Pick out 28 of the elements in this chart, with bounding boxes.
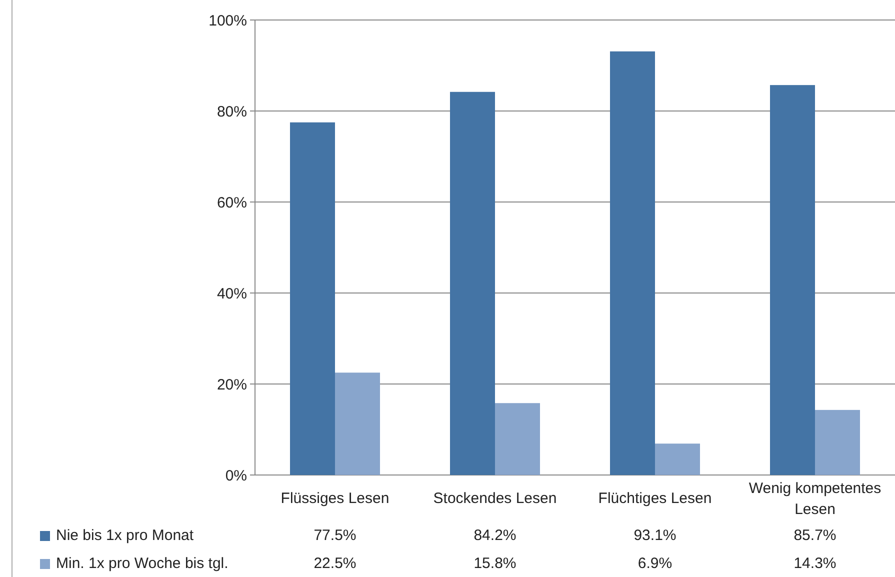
data-label: 77.5% xyxy=(314,527,356,544)
data-label: 22.5% xyxy=(314,555,356,572)
x-tick-label: Flüchtiges Lesen xyxy=(598,490,712,507)
y-tick-label: 60% xyxy=(216,194,247,212)
y-tick-label: 40% xyxy=(216,285,247,302)
bar xyxy=(610,51,655,475)
bar xyxy=(495,403,540,475)
data-label: 6.9% xyxy=(638,555,672,572)
bar xyxy=(290,122,335,475)
data-label: 15.8% xyxy=(474,555,516,572)
bar xyxy=(770,85,815,475)
bar xyxy=(450,92,495,475)
y-tick-label: 80% xyxy=(216,103,247,120)
legend-label: Nie bis 1x pro Monat xyxy=(56,527,194,544)
x-tick-label: Wenig kompetentes Lesen xyxy=(748,480,882,518)
bar xyxy=(335,372,380,475)
x-tick-label: Stockendes Lesen xyxy=(433,490,557,507)
legend-label: Min. 1x pro Woche bis tgl. xyxy=(56,555,228,572)
data-label: 14.3% xyxy=(794,555,836,572)
data-label: 85.7% xyxy=(794,527,836,544)
y-tick-label: 100% xyxy=(208,12,247,30)
data-label: 84.2% xyxy=(474,527,516,544)
data-label: 93.1% xyxy=(634,527,676,544)
y-tick-label: 0% xyxy=(225,467,247,484)
bar xyxy=(815,410,860,475)
x-tick-label: Flüssiges Lesen xyxy=(280,490,390,507)
bar xyxy=(655,444,700,475)
y-tick-label: 20% xyxy=(216,376,247,394)
